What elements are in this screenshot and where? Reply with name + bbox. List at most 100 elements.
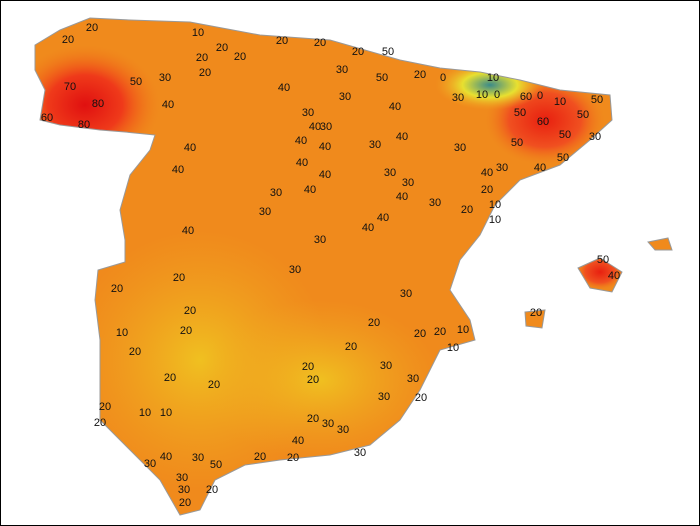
contour-label: 20 (111, 283, 123, 295)
contour-label: 20 (287, 452, 299, 464)
contour-label: 20 (180, 325, 192, 337)
contour-label: 20 (352, 46, 364, 58)
contour-label: 30 (454, 142, 466, 154)
contour-label: 60 (520, 91, 532, 103)
contour-label: 40 (304, 184, 316, 196)
contour-label: 40 (162, 99, 174, 111)
contour-label: 20 (415, 392, 427, 404)
contour-label: 80 (78, 119, 90, 131)
contour-label: 40 (377, 212, 389, 224)
contour-label: 30 (259, 206, 271, 218)
contour-label: 20 (129, 346, 141, 358)
contour-label: 40 (160, 451, 172, 463)
contour-label: 30 (270, 187, 282, 199)
contour-label: 40 (396, 131, 408, 143)
contour-label: 50 (577, 109, 589, 121)
contour-label: 20 (254, 451, 266, 463)
contour-label: 20 (199, 67, 211, 79)
contour-label: 50 (511, 137, 523, 149)
contour-label: 40 (319, 141, 331, 153)
contour-label: 30 (378, 391, 390, 403)
contour-label: 10 (192, 27, 204, 39)
contour-label: 30 (289, 264, 301, 276)
contour-label: 20 (314, 37, 326, 49)
contour-label: 30 (192, 452, 204, 464)
contour-label: 10 (489, 199, 501, 211)
contour-label: 40 (295, 135, 307, 147)
contour-label: 30 (178, 484, 190, 496)
contour-label: 20 (302, 361, 314, 373)
contour-label: 40 (309, 121, 321, 133)
contour-label: 40 (362, 222, 374, 234)
contour-label: 30 (337, 424, 349, 436)
contour-label: 70 (64, 81, 76, 93)
contour-label: 20 (173, 272, 185, 284)
contour-label: 40 (481, 167, 493, 179)
contour-label: 50 (210, 459, 222, 471)
contour-label: 20 (164, 372, 176, 384)
contour-label: 20 (86, 22, 98, 34)
contour-label: 30 (336, 64, 348, 76)
contour-label: 20 (99, 401, 111, 413)
contour-label: 20 (307, 374, 319, 386)
contour-label: 50 (557, 152, 569, 164)
contour-label: 20 (434, 326, 446, 338)
contour-label: 20 (414, 328, 426, 340)
contour-label: 30 (322, 418, 334, 430)
contour-label: 0 (537, 90, 543, 102)
contour-label: 40 (396, 191, 408, 203)
contour-label: 40 (608, 270, 620, 282)
contour-label: 10 (487, 72, 499, 84)
contour-label: 10 (554, 96, 566, 108)
contour-label: 20 (208, 379, 220, 391)
contour-label: 30 (320, 121, 332, 133)
contour-label: 30 (400, 288, 412, 300)
contour-label: 40 (278, 82, 290, 94)
contour-label: 10 (160, 407, 172, 419)
contour-label: 20 (461, 204, 473, 216)
contour-label: 20 (530, 307, 542, 319)
contour-label: 20 (234, 51, 246, 63)
contour-label: 40 (534, 162, 546, 174)
contour-label: 30 (314, 234, 326, 246)
contour-label: 80 (92, 98, 104, 110)
contour-label: 50 (559, 129, 571, 141)
contour-label: 20 (62, 34, 74, 46)
contour-label: 20 (184, 305, 196, 317)
contour-label: 10 (447, 342, 459, 354)
contour-label: 20 (368, 317, 380, 329)
contour-label: 0 (440, 72, 446, 84)
contour-label: 20 (179, 497, 191, 509)
contour-label: 10 (116, 327, 128, 339)
contour-label: 10 (489, 214, 501, 226)
contour-label: 30 (159, 72, 171, 84)
contour-label: 40 (296, 157, 308, 169)
contour-label: 10 (139, 407, 151, 419)
contour-label: 20 (276, 35, 288, 47)
contour-label: 50 (382, 46, 394, 58)
contour-label: 30 (452, 92, 464, 104)
contour-label: 40 (184, 142, 196, 154)
contour-label: 30 (144, 458, 156, 470)
contour-label: 30 (380, 360, 392, 372)
contour-label: 50 (130, 76, 142, 88)
contour-label: 20 (307, 413, 319, 425)
contour-label: 30 (354, 447, 366, 459)
contour-label: 10 (476, 89, 488, 101)
contour-label: 40 (182, 225, 194, 237)
contour-label: 20 (94, 417, 106, 429)
contour-label: 30 (176, 472, 188, 484)
contour-label: 20 (481, 184, 493, 196)
contour-label: 20 (206, 484, 218, 496)
contour-label: 40 (389, 101, 401, 113)
contour-label: 50 (514, 107, 526, 119)
contour-label: 20 (216, 42, 228, 54)
contour-label: 10 (457, 324, 469, 336)
contour-label: 60 (537, 116, 549, 128)
contour-label: 30 (429, 197, 441, 209)
contour-label: 50 (591, 94, 603, 106)
contour-label: 40 (292, 435, 304, 447)
